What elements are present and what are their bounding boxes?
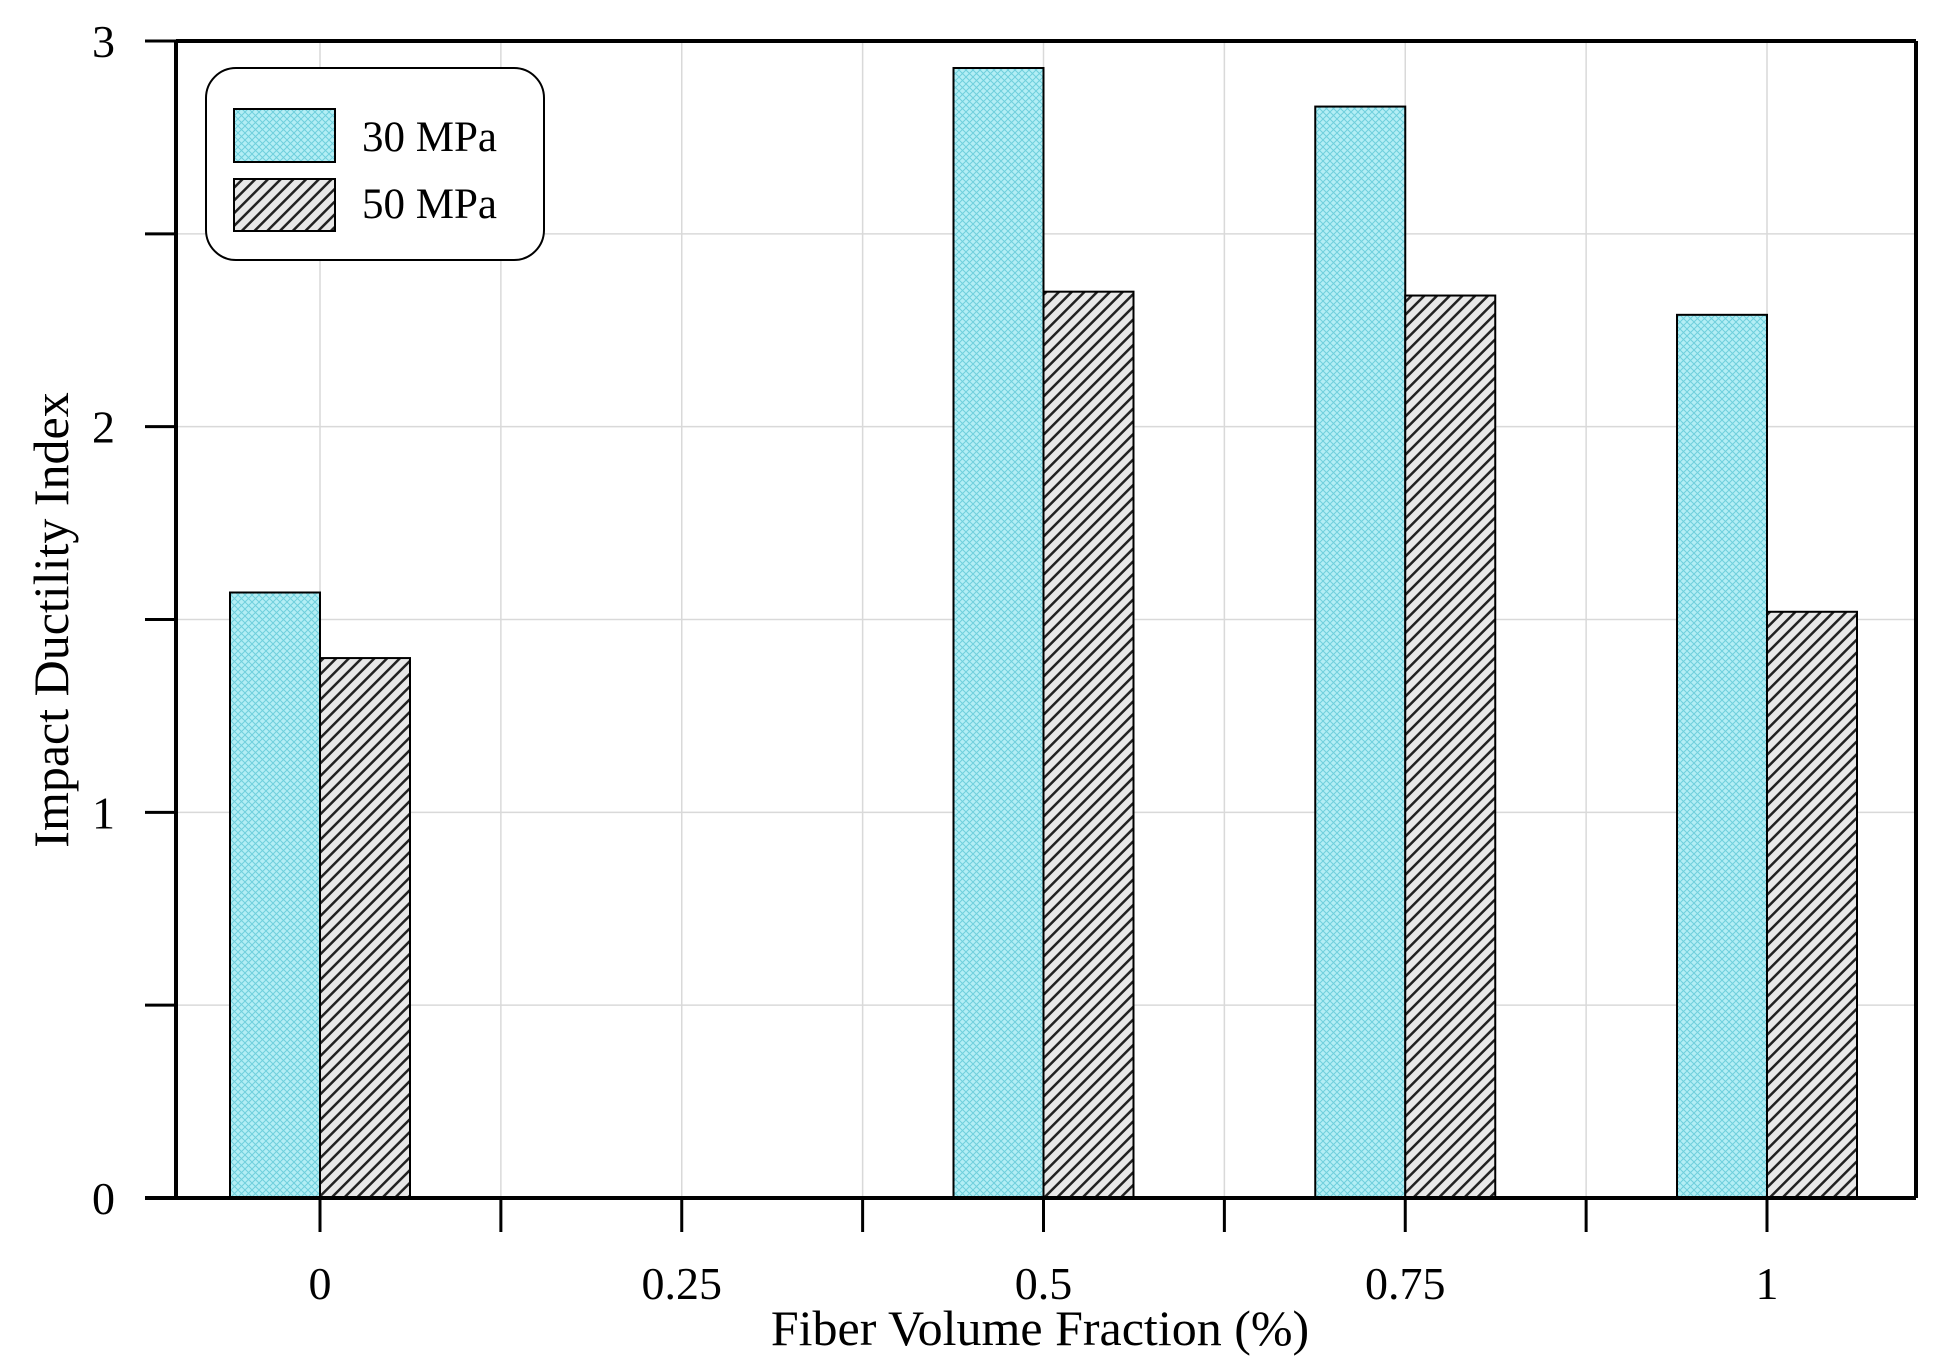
- x-tick-label: 0.25: [642, 1258, 723, 1309]
- x-tick-label: 0: [309, 1258, 332, 1309]
- axes: [145, 39, 1918, 1232]
- x-tick-label: 0.5: [1015, 1258, 1073, 1309]
- bar-30mpa-1: [1676, 313, 1768, 1200]
- x-tick-label: 0.75: [1365, 1258, 1446, 1309]
- legend-label-50mpa: 50 MPa: [362, 181, 497, 228]
- x-tick-label: 1: [1756, 1258, 1779, 1309]
- bars: [229, 66, 1858, 1200]
- bar-50mpa-0.5: [1042, 290, 1135, 1199]
- tick-labels: 0 1 2 3 0 0.25 0.5 0.75 1: [92, 16, 1779, 1309]
- y-tick-label: 3: [92, 16, 115, 67]
- bar-50mpa-0: [319, 657, 411, 1199]
- y-tick-label: 0: [92, 1173, 115, 1224]
- y-tick-label: 2: [92, 402, 115, 453]
- legend-label-30mpa: 30 MPa: [362, 114, 497, 161]
- legend-swatch-30mpa: [233, 108, 336, 163]
- legend-swatch-50mpa: [233, 178, 336, 232]
- y-tick-label: 1: [92, 787, 115, 838]
- legend: 30 MPa 50 MPa: [205, 67, 545, 261]
- bar-50mpa-1: [1766, 610, 1858, 1199]
- y-axis-title: Impact Ductility Index: [23, 392, 79, 847]
- bar-30mpa-0.75: [1314, 105, 1407, 1199]
- bar-50mpa-0.75: [1404, 294, 1497, 1200]
- bar-30mpa-0.5: [952, 66, 1045, 1199]
- x-axis-title: Fiber Volume Fraction (%): [771, 1300, 1309, 1356]
- bar-30mpa-0: [229, 591, 321, 1199]
